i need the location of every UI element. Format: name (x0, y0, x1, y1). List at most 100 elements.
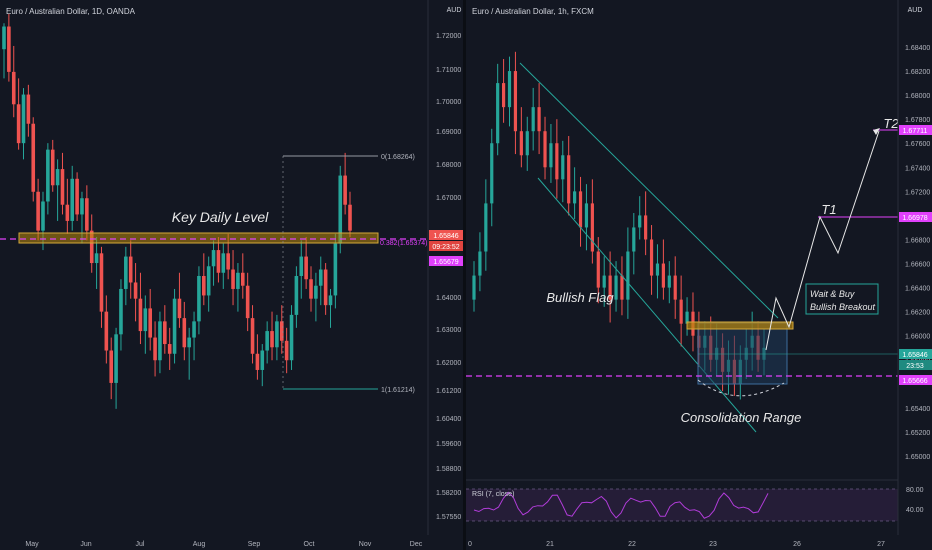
right-y-tick-label: 1.66200 (905, 310, 930, 317)
candle-body (177, 298, 182, 319)
callout-line2: Bullish Breakout (810, 302, 876, 312)
rsi-line (473, 491, 769, 519)
candle-body (70, 178, 75, 221)
candle-body (496, 83, 500, 144)
breakout-zone (686, 321, 794, 330)
left-chart-title: Euro / Australian Dollar, 1D, OANDA (6, 7, 136, 16)
candle-body (323, 269, 328, 306)
right-y-tick-label: 1.67800 (905, 117, 930, 124)
left-x-tick-label: Jul (136, 541, 145, 548)
candle-body (133, 282, 138, 299)
candle-body (99, 253, 104, 312)
candle-body (555, 143, 559, 180)
left-candles (2, 13, 352, 409)
pane-divider[interactable] (463, 0, 466, 550)
projection-path (765, 130, 880, 351)
candle-body (602, 275, 606, 288)
candle-body (284, 340, 289, 361)
candle-body (153, 337, 157, 361)
candle-body (36, 191, 40, 231)
candle-body (567, 155, 571, 204)
candle-body (11, 71, 16, 105)
candle-body (478, 251, 482, 276)
candle-body (197, 276, 201, 322)
left-chart-panel[interactable]: Key Daily Level 0(1.68264) 1(1.61214) 0.382… (0, 0, 463, 550)
left-y-tick-label: 1.71000 (436, 67, 461, 74)
candle-body (80, 198, 84, 215)
consolidation-label: Consolidation Range (681, 410, 802, 425)
candle-body (138, 298, 143, 332)
fib-mid-label: 0.382(1.65374) (380, 240, 427, 247)
candle-body (590, 203, 594, 252)
right-y-tick-label: 1.68000 (905, 93, 930, 100)
support-tag: 1.65666 (902, 378, 927, 385)
candle-body (221, 253, 226, 273)
right-y-tick-label: 1.68200 (905, 69, 930, 76)
right-y-tick-label: 1.67200 (905, 189, 930, 196)
candle-body (231, 269, 235, 289)
candle-body (338, 175, 343, 244)
candle-body (21, 94, 26, 144)
right-countdown-tag: 23:53 (906, 363, 924, 370)
left-countdown-tag-bg (429, 241, 463, 251)
candle-body (172, 298, 177, 354)
candle-body (114, 334, 118, 383)
rsi-label: RSI (7, close) (472, 491, 514, 498)
flag-channel-lower (537, 177, 757, 433)
left-y-tick-label: 1.70000 (436, 99, 461, 106)
candle-body (265, 331, 269, 351)
left-price-axis: AUD 1.72000 1.71000 1.70000 1.69000 1.68000 1.… (25, 0, 463, 550)
right-y-tick-label: 1.67400 (905, 165, 930, 172)
right-chart-title: Euro / Australian Dollar, 1h, FXCM (472, 7, 594, 16)
candle-body (608, 275, 612, 300)
t1-label: T1 (821, 202, 836, 217)
support-tag-bg (899, 375, 932, 385)
left-level-tag-bg (429, 256, 463, 266)
right-countdown-tag-bg (899, 360, 932, 370)
right-x-tick-label: 26 (793, 541, 801, 548)
candle-body (644, 215, 648, 240)
right-y-tick-label: 1.66600 (905, 262, 930, 269)
right-y-tick-label: 1.67600 (905, 141, 930, 148)
fib-top-label: 0(1.68264) (381, 154, 415, 161)
right-axis-bg (898, 0, 932, 550)
right-y-tick-label: 1.65000 (905, 454, 930, 461)
candle-body (531, 107, 535, 132)
candle-body (216, 250, 221, 273)
candle-body (549, 143, 553, 168)
right-y-tick-label: 1.65400 (905, 406, 930, 413)
candle-body (226, 253, 230, 270)
candle-body (661, 263, 665, 288)
left-y-tick-label: 1.62000 (436, 360, 461, 367)
left-y-tick-label: 1.72000 (436, 33, 461, 40)
candle-body (490, 143, 494, 204)
fib-bottom-label: 1(1.61214) (381, 387, 415, 394)
right-x-tick-label: 27 (877, 541, 885, 548)
left-axis-bg (428, 0, 463, 550)
right-y-tick-label: 1.68400 (905, 45, 930, 52)
left-y-tick-label: 1.68000 (436, 162, 461, 169)
candle-body (294, 276, 299, 315)
t1-tag: 1.66978 (902, 215, 927, 222)
t2-tag-bg (899, 125, 932, 135)
candle-body (60, 169, 65, 205)
bullish-flag-label: Bullish Flag (546, 290, 614, 305)
candle-body (614, 275, 618, 300)
left-y-tick-label: 1.67000 (436, 195, 461, 202)
candle-body (348, 204, 352, 231)
left-x-tick-label: May (25, 541, 39, 548)
candle-body (236, 272, 240, 289)
candle-body (270, 331, 274, 348)
candle-body (7, 26, 11, 72)
rsi-tick-label: 80.00 (906, 487, 924, 494)
callout-line1: Wait & Buy (810, 289, 855, 299)
candle-body (255, 353, 260, 370)
left-y-tick-label: 1.58200 (436, 490, 461, 497)
candle-body (163, 321, 167, 345)
right-currency-label: AUD (908, 7, 923, 14)
candle-body (318, 269, 323, 286)
candle-body (275, 321, 279, 348)
left-currency-label: AUD (447, 7, 462, 14)
left-x-tick-label: Dec (410, 541, 423, 548)
right-chart-panel[interactable]: T1 T2 Bullish Flag Consolidation Range Wait … (466, 0, 932, 550)
